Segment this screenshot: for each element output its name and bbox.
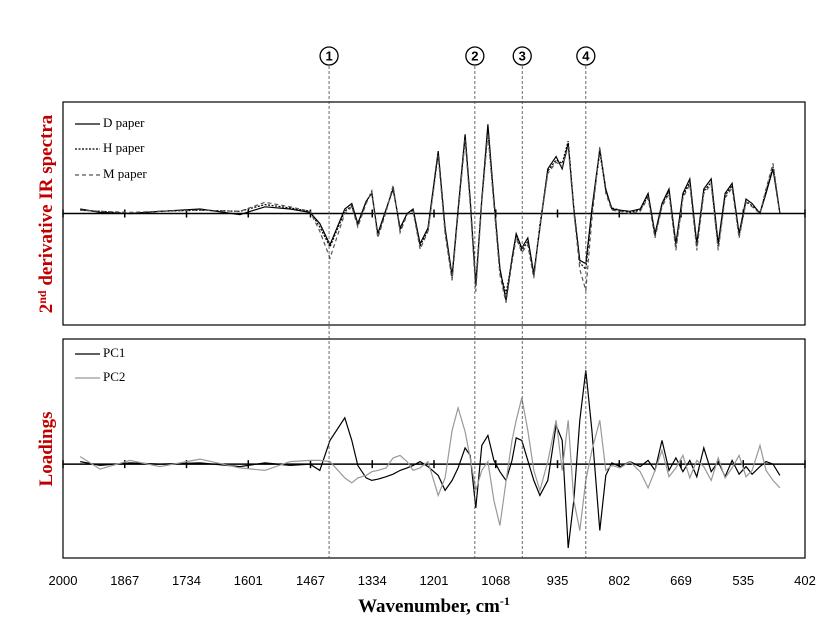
- x-tick-label: 1334: [358, 573, 387, 588]
- x-tick-label: 1867: [110, 573, 139, 588]
- annotation-label: 4: [582, 48, 590, 63]
- x-tick-label: 802: [608, 573, 630, 588]
- y-axis-label-part: derivative IR spectra: [36, 114, 57, 290]
- x-axis-label-sup: -1: [500, 594, 510, 608]
- annotation-label: 2: [471, 48, 478, 63]
- y-axis-label-part: 2: [36, 304, 57, 314]
- x-tick-label: 935: [547, 573, 569, 588]
- x-axis-label-part: Wavenumber, cm: [358, 596, 500, 617]
- x-axis-label: Wavenumber, cm-1: [358, 594, 510, 617]
- series-line: [80, 370, 781, 549]
- x-tick-label: 2000: [49, 573, 78, 588]
- legend-label: M paper: [103, 166, 147, 181]
- series-line: [80, 133, 781, 303]
- series-line: [79, 397, 781, 531]
- panel-frame: [62, 338, 806, 559]
- y-axis-label: 2nd derivative IR spectra: [35, 114, 57, 313]
- legend-label: PC2: [103, 369, 125, 384]
- annotation-circle: [319, 46, 339, 66]
- x-tick-label: 1467: [296, 573, 325, 588]
- x-tick-label: 1601: [234, 573, 263, 588]
- annotation-label: 3: [519, 48, 526, 63]
- x-tick-label: 1068: [481, 573, 510, 588]
- x-tick-label: 1734: [172, 573, 201, 588]
- annotation-circle: [465, 46, 485, 66]
- x-tick-label: 535: [732, 573, 754, 588]
- annotation-circle: [512, 46, 532, 66]
- y-axis-label-sup: nd: [35, 290, 49, 304]
- annotation-circle: [576, 46, 596, 66]
- annotation-label: 1: [325, 48, 332, 63]
- x-tick-label: 402: [794, 573, 816, 588]
- legend-label: D paper: [103, 115, 145, 130]
- x-tick-label: 1201: [420, 573, 449, 588]
- legend-label: H paper: [103, 140, 145, 155]
- y-axis-label: Loadings: [36, 412, 57, 487]
- x-tick-label: 669: [670, 573, 692, 588]
- legend-label: PC1: [103, 345, 125, 360]
